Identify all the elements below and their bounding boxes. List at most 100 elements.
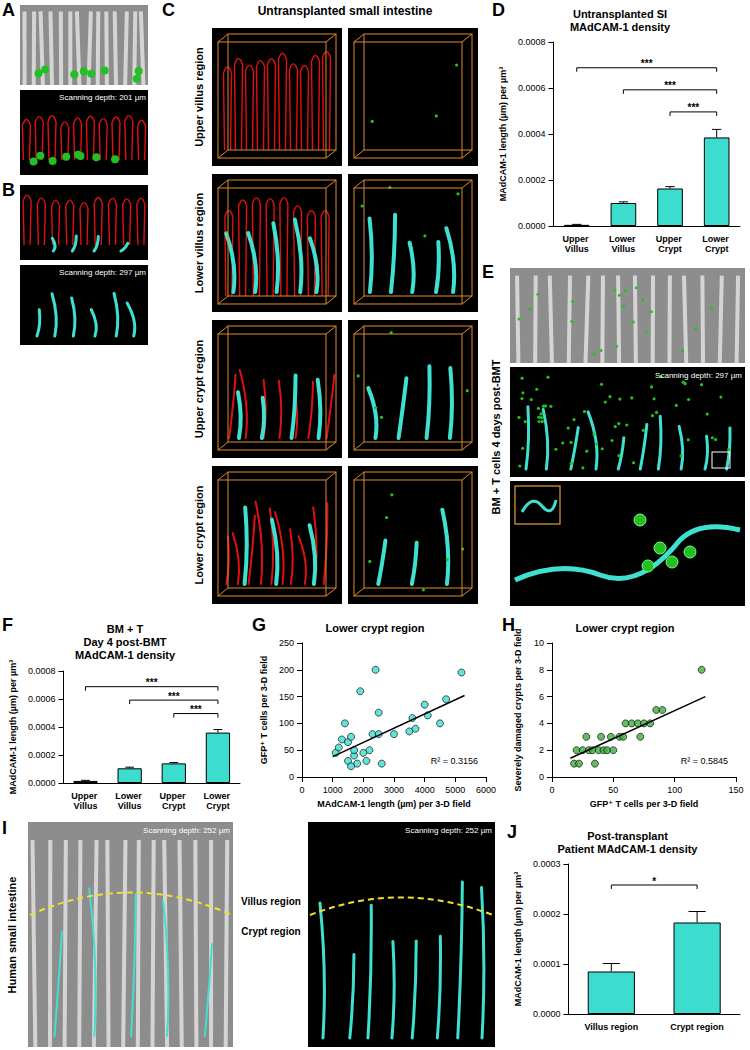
- svg-text:MAdCAM-1 length (µm) per µm³: MAdCAM-1 length (µm) per µm³: [8, 660, 18, 794]
- svg-text:0.0008: 0.0008: [28, 666, 56, 676]
- svg-text:100: 100: [667, 785, 682, 795]
- svg-text:GFP⁺ T cells per 3-D field: GFP⁺ T cells per 3-D field: [590, 799, 698, 809]
- svg-text:Scanning depth: 297 µm: Scanning depth: 297 µm: [59, 268, 146, 277]
- svg-text:8: 8: [539, 665, 544, 675]
- svg-text:***: ***: [641, 58, 653, 69]
- svg-text:6000: 6000: [476, 785, 496, 795]
- html-text:A: A: [2, 0, 15, 20]
- html-text:B: B: [2, 180, 15, 200]
- svg-text:*: *: [652, 876, 656, 887]
- svg-text:0.0004: 0.0004: [28, 722, 56, 732]
- svg-text:BM + T: BM + T: [107, 623, 144, 635]
- svg-text:MAdCAM-1 density: MAdCAM-1 density: [570, 21, 671, 33]
- svg-text:0.0006: 0.0006: [28, 694, 56, 704]
- svg-text:0.0004: 0.0004: [518, 129, 546, 139]
- svg-text:150: 150: [728, 785, 743, 795]
- svg-text:Upper: Upper: [71, 791, 100, 801]
- svg-text:50: 50: [284, 745, 294, 755]
- svg-text:Upper: Upper: [562, 234, 591, 244]
- svg-text:MAdCAM-1 length (µm) per 3-D f: MAdCAM-1 length (µm) per 3-D field: [317, 799, 471, 809]
- svg-text:5000: 5000: [445, 785, 465, 795]
- svg-text:100: 100: [279, 718, 294, 728]
- svg-text:Lower crypt region: Lower crypt region: [193, 485, 205, 584]
- svg-text:Crypt: Crypt: [162, 801, 186, 811]
- svg-text:Lower: Lower: [203, 791, 232, 801]
- svg-text:Post-transplant: Post-transplant: [587, 830, 668, 842]
- html-text:G: G: [252, 615, 266, 635]
- svg-text:Villus: Villus: [118, 801, 142, 811]
- svg-text:Lower crypt region: Lower crypt region: [325, 622, 424, 634]
- svg-text:0.0008: 0.0008: [518, 37, 546, 47]
- svg-text:***: ***: [146, 677, 158, 688]
- svg-text:0.0001: 0.0001: [533, 959, 561, 969]
- svg-text:250: 250: [279, 638, 294, 648]
- svg-text:Scanning depth: 297 µm: Scanning depth: 297 µm: [655, 371, 742, 380]
- svg-text:Upper: Upper: [160, 791, 189, 801]
- svg-text:10: 10: [534, 638, 544, 648]
- svg-text:Scanning depth: 201 µm: Scanning depth: 201 µm: [59, 93, 146, 102]
- svg-text:0: 0: [549, 785, 554, 795]
- svg-text:Upper: Upper: [656, 234, 685, 244]
- svg-text:Lower: Lower: [115, 791, 144, 801]
- svg-text:Patient MAdCAM-1 density: Patient MAdCAM-1 density: [558, 843, 699, 855]
- svg-text:3000: 3000: [384, 785, 404, 795]
- svg-text:MAdCAM-1 length (µm) per µm³: MAdCAM-1 length (µm) per µm³: [498, 67, 508, 201]
- svg-text:BM + T cells 4 days post-BMT: BM + T cells 4 days post-BMT: [490, 359, 502, 514]
- svg-text:0.0000: 0.0000: [518, 221, 546, 231]
- svg-text:0.0006: 0.0006: [518, 83, 546, 93]
- svg-text:1000: 1000: [323, 785, 343, 795]
- svg-text:0.0003: 0.0003: [533, 859, 561, 869]
- svg-text:0: 0: [289, 772, 294, 782]
- svg-text:0: 0: [539, 772, 544, 782]
- svg-text:50: 50: [608, 785, 618, 795]
- svg-text:Lower villus region: Lower villus region: [193, 193, 205, 294]
- svg-text:4: 4: [539, 718, 544, 728]
- svg-text:Lower: Lower: [702, 234, 731, 244]
- svg-text:Day 4 post-BMT: Day 4 post-BMT: [83, 636, 166, 648]
- svg-text:Crypt region: Crypt region: [241, 926, 300, 937]
- svg-text:Crypt: Crypt: [206, 801, 230, 811]
- svg-text:Villus: Villus: [565, 244, 589, 254]
- svg-text:Villus: Villus: [611, 244, 635, 254]
- svg-text:Villus region: Villus region: [241, 896, 301, 907]
- svg-text:Crypt region: Crypt region: [670, 1022, 724, 1032]
- svg-text:***: ***: [688, 102, 700, 113]
- svg-text:Scanning depth: 252 µm: Scanning depth: 252 µm: [405, 826, 492, 835]
- svg-text:***: ***: [190, 704, 202, 715]
- svg-text:Upper villus region: Upper villus region: [193, 47, 205, 147]
- svg-text:Villus: Villus: [74, 801, 98, 811]
- svg-text:MAdCAM-1 length (µm) per µm³: MAdCAM-1 length (µm) per µm³: [513, 872, 523, 1006]
- svg-text:Severely damaged crypts per 3-: Severely damaged crypts per 3-D field: [513, 628, 523, 791]
- svg-text:2000: 2000: [353, 785, 373, 795]
- svg-text:4000: 4000: [415, 785, 435, 795]
- svg-text:2: 2: [539, 745, 544, 755]
- svg-text:200: 200: [279, 665, 294, 675]
- svg-text:150: 150: [279, 692, 294, 702]
- svg-text:0: 0: [299, 785, 304, 795]
- svg-text:Lower: Lower: [609, 234, 638, 244]
- svg-text:Scanning depth: 252 µm: Scanning depth: 252 µm: [143, 826, 230, 835]
- svg-text:Untransplanted small intestine: Untransplanted small intestine: [258, 4, 433, 18]
- svg-text:Crypt: Crypt: [658, 244, 682, 254]
- svg-text:R² = 0.5845: R² = 0.5845: [681, 756, 728, 766]
- svg-text:Crypt: Crypt: [705, 244, 729, 254]
- svg-text:0.0000: 0.0000: [28, 778, 56, 788]
- svg-text:Upper crypt region: Upper crypt region: [193, 340, 205, 439]
- svg-text:6: 6: [539, 692, 544, 702]
- html-text:D: D: [492, 0, 505, 20]
- svg-text:0.0002: 0.0002: [533, 909, 561, 919]
- svg-text:MAdCAM-1 density: MAdCAM-1 density: [75, 649, 176, 661]
- svg-text:0.0000: 0.0000: [533, 1009, 561, 1019]
- svg-text:0.0002: 0.0002: [518, 175, 546, 185]
- svg-text:R² = 0.3156: R² = 0.3156: [431, 756, 478, 766]
- svg-text:Villus region: Villus region: [584, 1022, 638, 1032]
- svg-text:Human small intestine: Human small intestine: [6, 877, 18, 994]
- html-text:C: C: [162, 0, 175, 20]
- svg-text:Lower crypt region: Lower crypt region: [575, 622, 674, 634]
- html-text:H: H: [502, 615, 515, 635]
- svg-text:0.0002: 0.0002: [28, 750, 56, 760]
- svg-text:GFP⁺ T cells per 3-D field: GFP⁺ T cells per 3-D field: [259, 656, 269, 764]
- svg-text:***: ***: [168, 691, 180, 702]
- svg-text:***: ***: [664, 80, 676, 91]
- svg-text:Untransplanted SI: Untransplanted SI: [573, 8, 667, 20]
